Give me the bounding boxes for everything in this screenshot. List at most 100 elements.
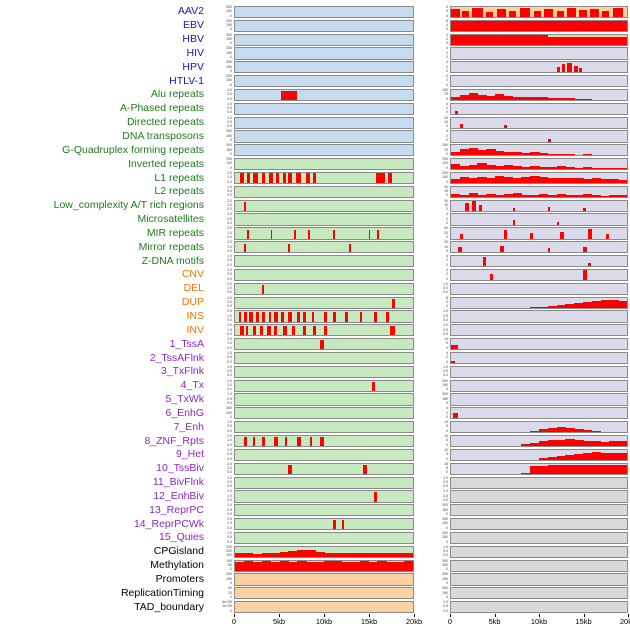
track-panel-left (234, 310, 414, 323)
track-panel-right (450, 365, 628, 378)
data-mark (375, 173, 385, 184)
track-label: EBV (182, 19, 204, 32)
y-axis-ticks: 1.0 0.5 0.0 (204, 185, 234, 198)
y-tick-label: 300 (226, 129, 232, 134)
track-panel-right (450, 282, 628, 295)
data-mark (341, 520, 345, 530)
data-mark (373, 312, 378, 322)
y-axis-ticks: 2.0 1.0 0.0 (204, 310, 234, 322)
y-tick-label: 150 (226, 133, 232, 138)
data-mark (509, 10, 517, 17)
data-mark (377, 561, 387, 571)
data-mark (247, 173, 251, 184)
track-label: MIR repeats (146, 226, 204, 239)
data-mark (547, 247, 551, 253)
data-mark (368, 553, 378, 557)
y-axis-ticks: 300 150 0 (204, 5, 234, 18)
track-label: Directed repeats (126, 116, 204, 129)
data-mark (530, 195, 540, 197)
track-label: Alu repeats (150, 88, 204, 101)
track-row: HPV 300 150 0 4 2 0 (0, 60, 630, 74)
data-mark (539, 306, 549, 308)
y-tick-label: 300 (442, 586, 448, 591)
data-mark (530, 152, 540, 156)
data-mark (547, 166, 558, 170)
data-mark (618, 452, 627, 460)
y-tick-label: 2e+05 (222, 604, 232, 609)
y-tick-label: 0 (446, 13, 448, 18)
data-mark (530, 442, 540, 447)
data-mark (512, 151, 522, 156)
data-mark (503, 152, 514, 156)
data-mark (459, 123, 464, 128)
data-mark (521, 472, 531, 474)
data-mark (583, 154, 593, 156)
y-tick-label: 0.5 (227, 106, 232, 111)
data-mark (377, 552, 387, 557)
data-mark (565, 465, 575, 474)
y-axis-ticks: 300 150 0 (414, 559, 450, 572)
data-mark (618, 180, 627, 184)
y-tick-label: 0.0 (227, 207, 232, 212)
y-tick-label: 2.0 (227, 337, 232, 342)
data-mark (451, 20, 627, 31)
data-mark (600, 195, 610, 197)
track-panel-right (450, 601, 628, 614)
track-panel-left (234, 282, 414, 295)
data-mark (503, 164, 514, 170)
data-mark (556, 439, 566, 447)
data-mark (332, 552, 343, 557)
track-panel-right (450, 393, 628, 406)
track-label: INV (186, 323, 204, 336)
y-axis-ticks: 20 10 0 (414, 241, 450, 253)
data-mark (268, 312, 272, 322)
data-mark (261, 561, 272, 571)
track-label: 11_BivFlnk (152, 476, 204, 489)
data-mark (495, 176, 505, 184)
x-axis-right: 0 5kb 10kb 15kb 20kb (448, 614, 630, 627)
data-mark (583, 207, 586, 211)
data-mark (459, 94, 470, 101)
y-tick-label: 300 (226, 46, 232, 51)
y-axis-ticks: 1.0 0.5 0.0 (204, 268, 234, 281)
track-row: HIV 300 150 0 4 2 0 (0, 47, 630, 61)
data-mark (556, 10, 564, 17)
x-axis-row: 0 5kb 10kb 15kb 20kb 0 5kb 10kb 15kb 20kb (0, 614, 630, 627)
y-tick-label: 1.0 (227, 447, 232, 452)
track-panel-left (234, 241, 414, 254)
data-mark (468, 164, 478, 170)
y-tick-label: 0 (446, 41, 448, 46)
data-mark (451, 194, 461, 197)
y-axis-ticks: 300 150 0 (204, 47, 234, 59)
y-tick-label: 4e+05 (222, 600, 232, 605)
data-mark (539, 441, 549, 447)
track-panel-left (234, 171, 414, 185)
y-tick-label: 20 (444, 230, 448, 235)
data-mark (293, 229, 296, 239)
y-tick-label: 4 (446, 60, 448, 65)
x-tick-label: 10kb (530, 617, 548, 627)
data-mark (386, 561, 396, 571)
track-panel-right (450, 310, 628, 323)
y-tick-label: 0 (446, 27, 448, 32)
track-row: G-Quadruplex forming repeats 300 150 0 150 75… (0, 143, 630, 157)
data-mark (297, 561, 307, 571)
y-tick-label: 0.0 (443, 498, 448, 503)
track-panel-left (234, 421, 414, 434)
data-mark (386, 312, 389, 322)
y-axis-ticks: 300 150 0 (204, 19, 234, 32)
data-mark (609, 453, 619, 460)
track-row: 3_TxFlnk 1.0 0.5 0.0 1.0 0.5 0.0 (0, 365, 630, 379)
y-tick-label: 1.0 (227, 420, 232, 425)
data-mark (605, 234, 609, 239)
data-mark (306, 561, 316, 571)
data-mark (315, 562, 325, 571)
x-tick-label: 0 (231, 617, 237, 627)
track-panel-right (450, 545, 628, 558)
y-tick-label: 0.0 (227, 470, 232, 475)
y-tick-label: 30 (444, 184, 448, 189)
data-mark (459, 234, 464, 239)
track-panel-right (450, 255, 628, 268)
